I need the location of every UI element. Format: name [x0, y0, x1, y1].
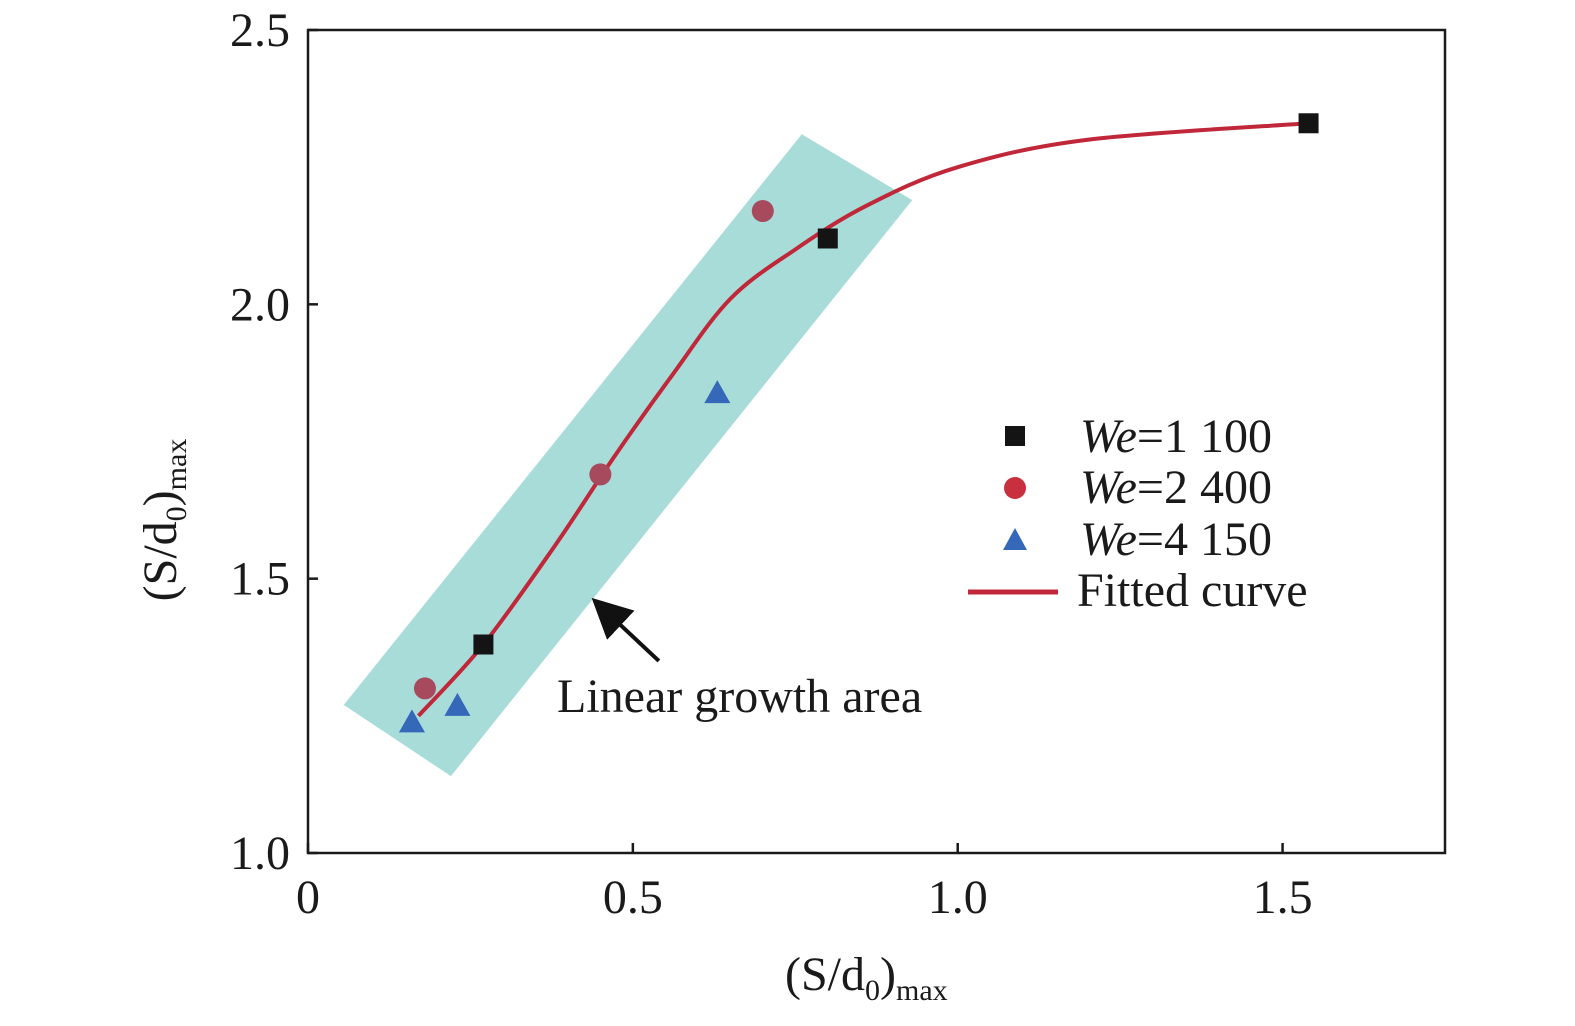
- y-axis-title: (S/d0)max: [134, 439, 193, 602]
- x-axis-title-submax: max: [896, 974, 948, 1007]
- fitted-curve-layer: [416, 121, 1309, 718]
- legend-marker-circle: [1004, 477, 1026, 499]
- annotation-arrow: [591, 597, 661, 663]
- data-point-circle-2: [589, 463, 612, 486]
- linear-growth-region-layer: [343, 134, 913, 777]
- legend-label-fitted-curve: Fitted curve: [1077, 564, 1308, 617]
- y-tick-label: 2.0: [230, 278, 290, 331]
- data-point-square-1: [473, 634, 494, 655]
- x-axis-title-close: ): [880, 948, 896, 1001]
- y-tick-label: 1.5: [230, 553, 290, 606]
- data-point-triangle-2: [444, 692, 471, 716]
- x-axis-title-sub0: 0: [865, 974, 880, 1007]
- x-axis-ticks: 0 0.5 1.0 1.5: [296, 843, 1313, 924]
- x-axis-title-main: (S/d: [785, 948, 865, 1001]
- data-point-square-3: [1298, 113, 1319, 134]
- y-axis-title-main: (S/d: [134, 521, 187, 601]
- x-tick-label: 0.5: [603, 871, 663, 924]
- fitted-curve-line: [416, 121, 1309, 718]
- legend: We=1 100 We=2 400 We=4 150 Fitted curve: [968, 410, 1308, 617]
- y-axis-ticks: 1.0 1.5 2.0 2.5: [230, 4, 318, 880]
- y-axis-title-submax: max: [160, 439, 193, 491]
- legend-marker-square: [1005, 426, 1025, 446]
- annotation-label: Linear growth area: [557, 670, 922, 723]
- y-tick-label: 2.5: [230, 4, 290, 57]
- data-points-layer: [398, 113, 1319, 733]
- legend-label-we-4150: We=4 150: [1080, 513, 1272, 566]
- data-point-circle-1: [413, 677, 436, 700]
- linear-growth-region: [343, 134, 913, 777]
- legend-label-we-2400: We=2 400: [1080, 461, 1272, 514]
- x-tick-label: 0: [296, 871, 320, 924]
- x-tick-label: 1.5: [1253, 871, 1313, 924]
- data-point-triangle-3: [704, 380, 731, 404]
- y-axis-title-sub0: 0: [160, 506, 193, 521]
- y-axis-title-close: ): [134, 490, 187, 506]
- y-tick-label: 1.0: [230, 827, 290, 880]
- data-point-circle-3: [751, 200, 774, 223]
- plot-frame: [306, 28, 1447, 855]
- legend-label-we-1100: We=1 100: [1080, 410, 1272, 463]
- x-axis-title: (S/d0)max: [785, 948, 948, 1007]
- data-point-square-2: [817, 228, 838, 249]
- legend-marker-triangle: [1003, 528, 1027, 550]
- x-tick-label: 1.0: [928, 871, 988, 924]
- data-point-triangle-1: [398, 709, 425, 733]
